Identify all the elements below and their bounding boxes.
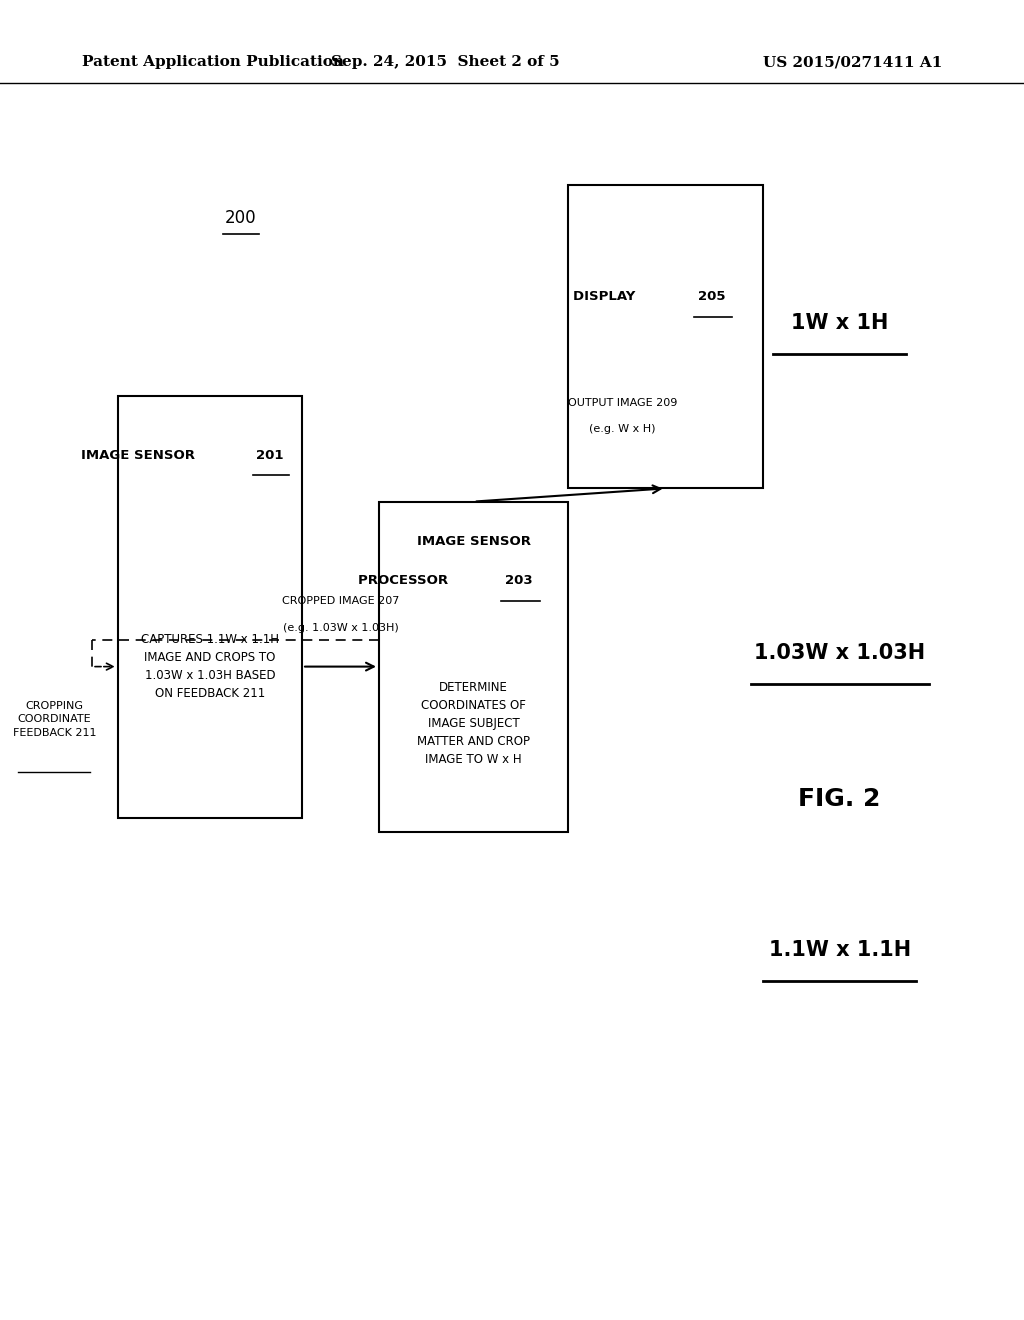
Text: Patent Application Publication: Patent Application Publication bbox=[82, 55, 344, 69]
Text: FIG. 2: FIG. 2 bbox=[799, 787, 881, 810]
Text: CAPTURES 1.1W x 1.1H
IMAGE AND CROPS TO
1.03W x 1.03H BASED
ON FEEDBACK 211: CAPTURES 1.1W x 1.1H IMAGE AND CROPS TO … bbox=[141, 634, 279, 700]
Text: 1.03W x 1.03H: 1.03W x 1.03H bbox=[754, 643, 926, 664]
Text: IMAGE SENSOR: IMAGE SENSOR bbox=[417, 535, 530, 548]
Text: CROPPED IMAGE 207: CROPPED IMAGE 207 bbox=[283, 595, 399, 606]
Text: 200: 200 bbox=[225, 209, 256, 227]
Text: CROPPING
COORDINATE
FEEDBACK 211: CROPPING COORDINATE FEEDBACK 211 bbox=[12, 701, 96, 738]
Text: Sep. 24, 2015  Sheet 2 of 5: Sep. 24, 2015 Sheet 2 of 5 bbox=[331, 55, 560, 69]
Text: PROCESSOR: PROCESSOR bbox=[357, 574, 453, 587]
Text: 1W x 1H: 1W x 1H bbox=[791, 313, 889, 334]
Text: (e.g. W x H): (e.g. W x H) bbox=[590, 424, 655, 434]
Text: DISPLAY: DISPLAY bbox=[573, 290, 640, 304]
Text: US 2015/0271411 A1: US 2015/0271411 A1 bbox=[763, 55, 942, 69]
Text: 201: 201 bbox=[256, 449, 283, 462]
Bar bbox=[118, 396, 302, 818]
Text: 203: 203 bbox=[506, 574, 532, 587]
Text: OUTPUT IMAGE 209: OUTPUT IMAGE 209 bbox=[568, 397, 677, 408]
Text: IMAGE SENSOR: IMAGE SENSOR bbox=[81, 449, 200, 462]
Bar bbox=[379, 502, 568, 832]
Bar bbox=[568, 185, 763, 488]
Text: (e.g. 1.03W x 1.03H): (e.g. 1.03W x 1.03H) bbox=[283, 623, 399, 634]
Text: 205: 205 bbox=[698, 290, 725, 304]
Text: DETERMINE
COORDINATES OF
IMAGE SUBJECT
MATTER AND CROP
IMAGE TO W x H: DETERMINE COORDINATES OF IMAGE SUBJECT M… bbox=[417, 681, 530, 766]
Text: 1.1W x 1.1H: 1.1W x 1.1H bbox=[769, 940, 910, 961]
